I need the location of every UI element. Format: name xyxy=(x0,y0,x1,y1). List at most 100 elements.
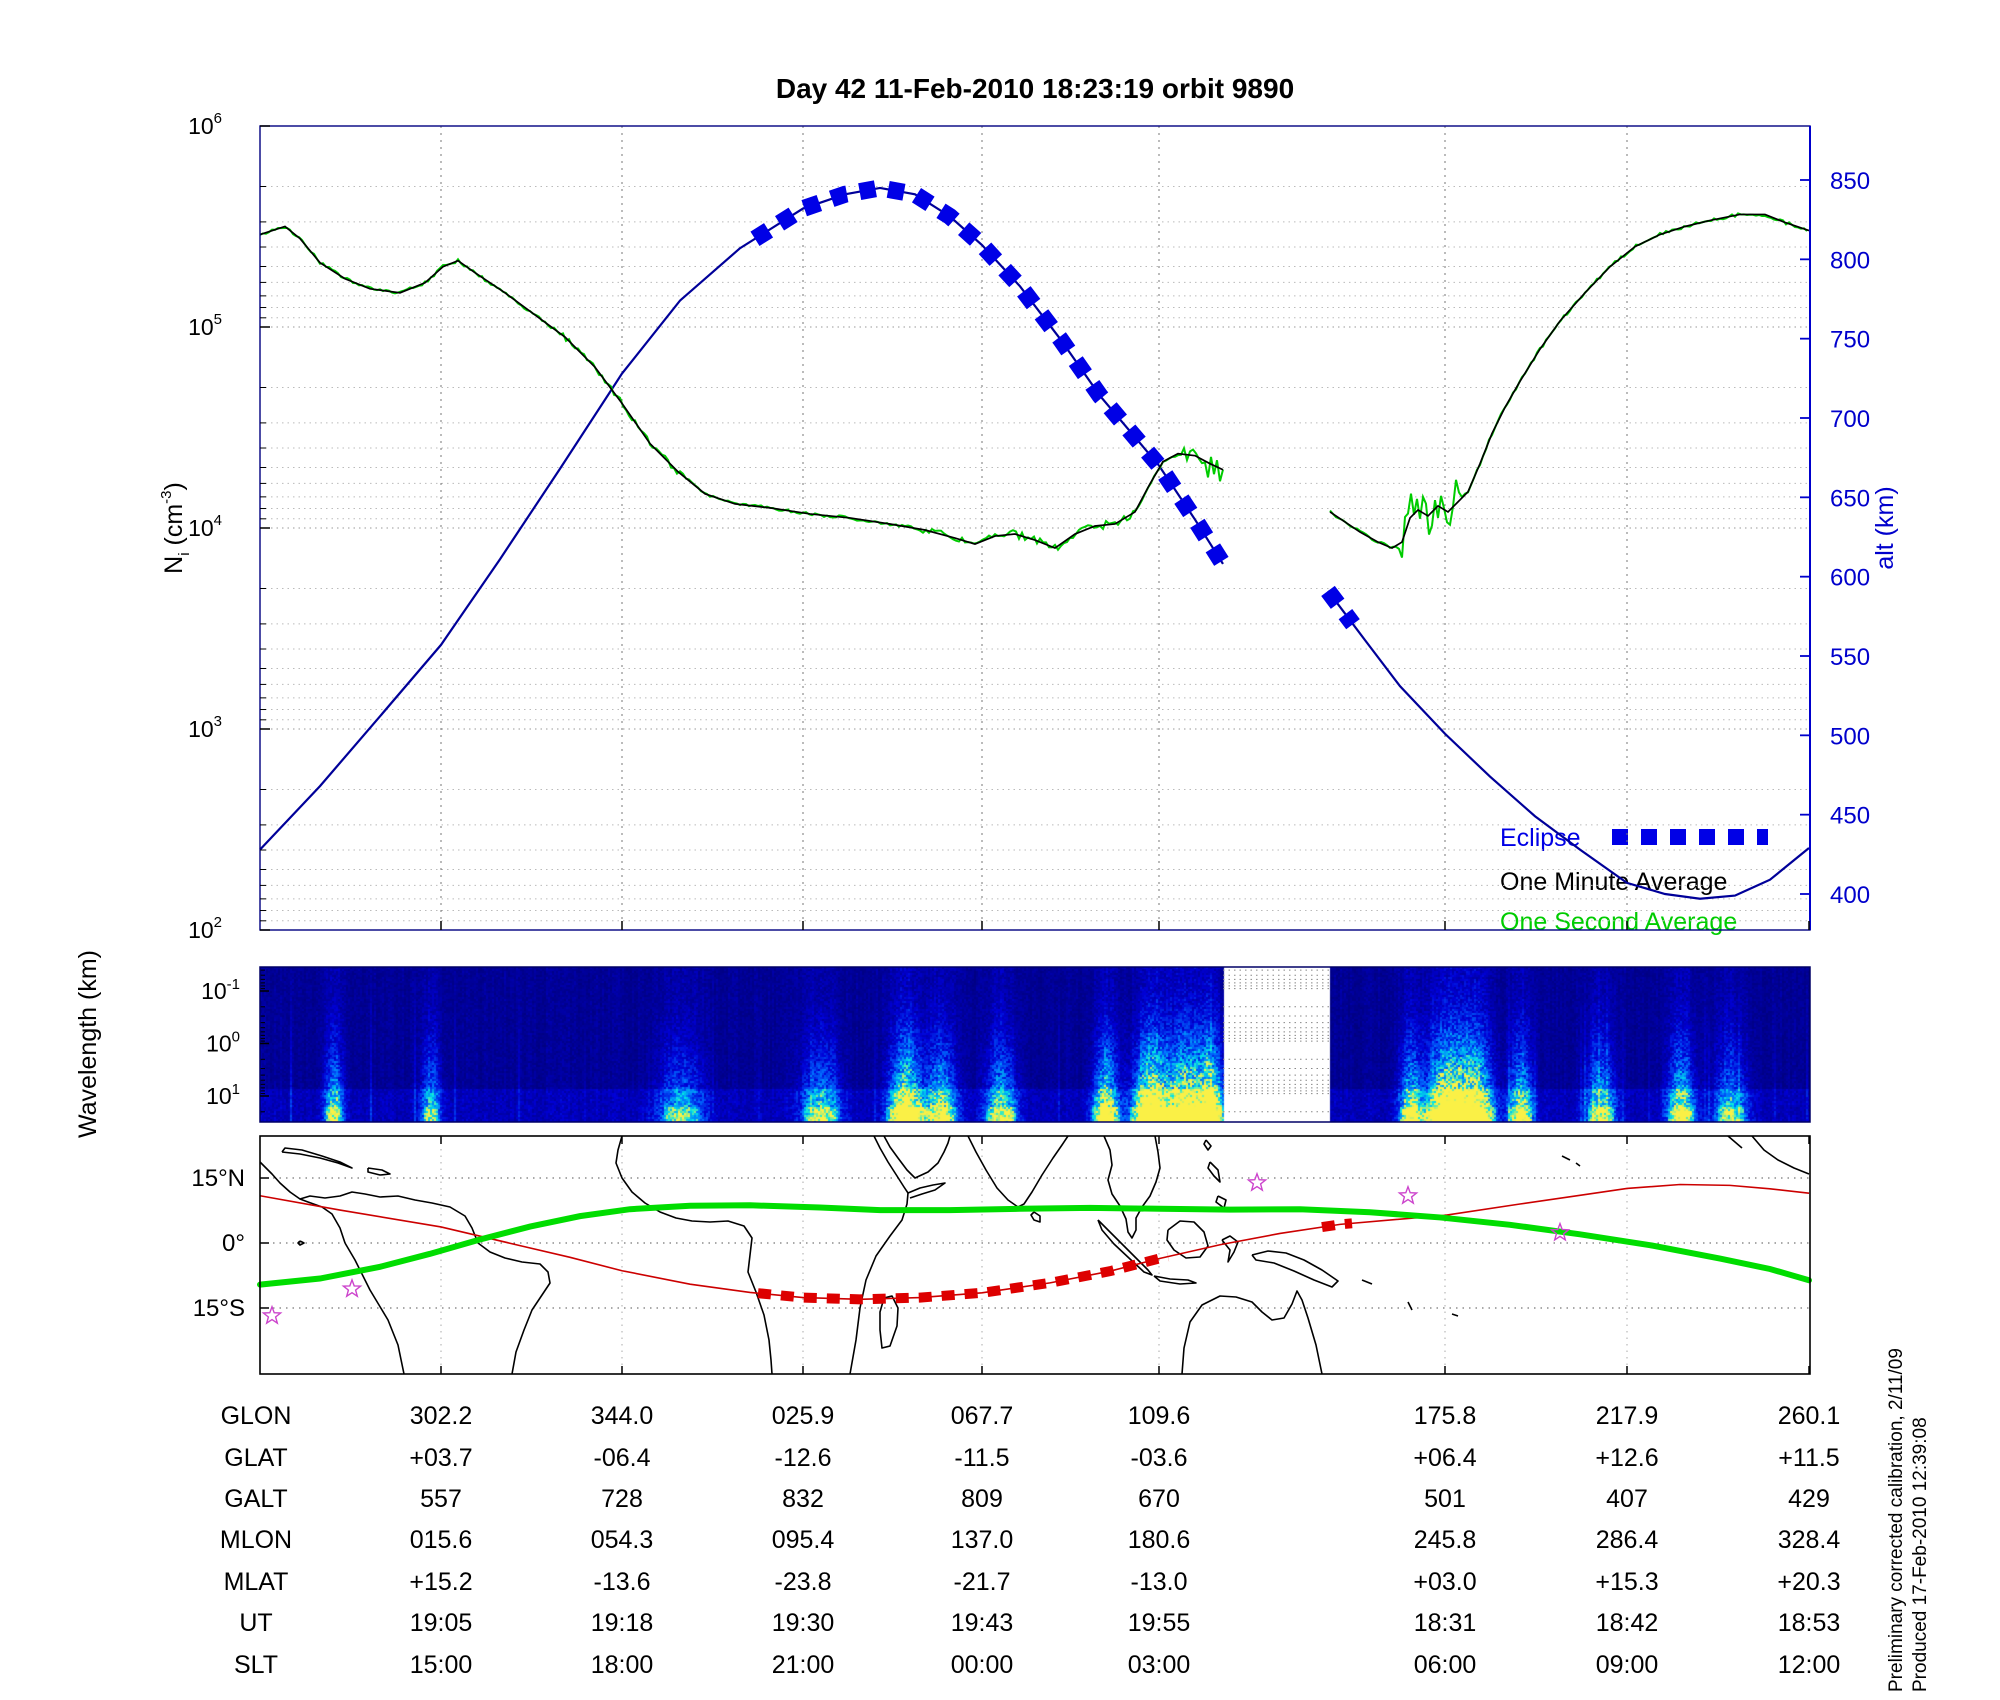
map-lat-15s: 15°S xyxy=(193,1295,245,1322)
table-row-label: GLAT xyxy=(224,1444,287,1472)
table-cell: 286.4 xyxy=(1596,1526,1659,1554)
wavelength-tick-label: 101 xyxy=(206,1081,240,1109)
table-cell: -11.5 xyxy=(954,1444,1009,1472)
alt-tick-label: 650 xyxy=(1830,485,1870,512)
one-second-average-curve xyxy=(259,226,1224,552)
one-minute-average-curve xyxy=(259,225,1224,550)
table-cell: 03:00 xyxy=(1128,1651,1191,1679)
coastline xyxy=(1207,1161,1221,1183)
table-row-label: UT xyxy=(239,1609,272,1637)
coastline xyxy=(281,1147,353,1169)
table-cell: 180.6 xyxy=(1128,1526,1191,1554)
density-axis-label: Ni (cm-3) xyxy=(158,482,193,574)
one-minute-average-curve xyxy=(1329,213,1810,550)
table-cell: -13.0 xyxy=(1131,1568,1188,1596)
density-tick-label: 103 xyxy=(188,713,222,742)
table-cell: 728 xyxy=(601,1485,643,1513)
legend-eclipse-label: Eclipse xyxy=(1500,824,1581,852)
table-row-label: GALT xyxy=(224,1485,287,1513)
density-tick-label: 104 xyxy=(188,512,222,541)
eclipse-dashed-segment xyxy=(750,179,1231,569)
table-cell: -12.6 xyxy=(775,1444,832,1472)
table-cell: 19:30 xyxy=(772,1609,835,1637)
table-cell: 302.2 xyxy=(410,1402,473,1430)
coastline xyxy=(879,1295,899,1349)
table-cell: +12.6 xyxy=(1595,1444,1658,1472)
spectrogram-border xyxy=(259,966,1811,1123)
table-row-label: SLT xyxy=(234,1651,278,1679)
coastline xyxy=(1097,1219,1153,1276)
table-cell: 18:00 xyxy=(591,1651,654,1679)
coastline xyxy=(1451,1313,1459,1317)
table-cell: 18:31 xyxy=(1414,1609,1477,1637)
table-cell: -23.8 xyxy=(775,1568,832,1596)
magnetic-equator-track xyxy=(257,1202,1812,1288)
table-cell: -13.6 xyxy=(594,1568,651,1596)
eclipse-ground-track xyxy=(1321,1218,1353,1233)
table-cell: 025.9 xyxy=(772,1402,835,1430)
table-cell: +20.3 xyxy=(1777,1568,1840,1596)
table-cell: +03.0 xyxy=(1413,1568,1476,1596)
table-cell: 19:55 xyxy=(1128,1609,1191,1637)
table-cell: 501 xyxy=(1424,1485,1466,1513)
table-cell: 557 xyxy=(420,1485,462,1513)
table-cell: 670 xyxy=(1138,1485,1180,1513)
table-row-label: GLON xyxy=(221,1402,292,1430)
coastline xyxy=(259,1161,301,1200)
map-border xyxy=(259,1135,1811,1375)
coastline xyxy=(1030,1211,1041,1223)
eclipse-dashed-segment xyxy=(1321,585,1360,630)
table-cell: 175.8 xyxy=(1414,1402,1477,1430)
table-cell: -03.6 xyxy=(1131,1444,1188,1472)
top-panel-curves xyxy=(259,179,1810,900)
coastline xyxy=(1103,1135,1161,1239)
table-cell: 00:00 xyxy=(951,1651,1014,1679)
alt-tick-label: 750 xyxy=(1830,327,1870,354)
top-panel-axes: 106 105 104 103 102 850 800 750 700 650 600 550 500 4… xyxy=(188,110,1870,943)
alt-tick-label: 800 xyxy=(1830,247,1870,274)
coastline xyxy=(1407,1301,1413,1311)
wavelength-axis-label: Wavelength (km) xyxy=(74,950,102,1138)
table-cell: -06.4 xyxy=(594,1444,651,1472)
table-cell: -21.7 xyxy=(954,1568,1011,1596)
wavelength-tick-label: 100 xyxy=(206,1029,240,1057)
coastline xyxy=(1575,1162,1581,1167)
table-cell: 109.6 xyxy=(1128,1402,1191,1430)
one-second-average-curve xyxy=(1329,212,1808,558)
coastline xyxy=(1221,1235,1239,1263)
table-cell: 19:18 xyxy=(591,1609,654,1637)
coastline xyxy=(1203,1139,1212,1151)
table-cell: 18:42 xyxy=(1596,1609,1659,1637)
table-cell: 217.9 xyxy=(1596,1402,1659,1430)
table-cell: 19:05 xyxy=(410,1609,473,1637)
coastline xyxy=(299,1191,551,1375)
legend-second-label: One Second Average xyxy=(1500,908,1737,936)
page-title: Day 42 11-Feb-2010 18:23:19 orbit 9890 xyxy=(776,73,1294,104)
coastline xyxy=(883,1135,951,1179)
alt-tick-label: 550 xyxy=(1830,644,1870,671)
coastline xyxy=(344,1242,405,1375)
coastline xyxy=(1166,1220,1209,1259)
coastline xyxy=(1251,1250,1339,1288)
table-cell: +15.3 xyxy=(1595,1568,1658,1596)
coastline xyxy=(967,1135,1069,1208)
coastline xyxy=(1751,1135,1810,1175)
legend: Eclipse One Minute Average One Second Av… xyxy=(1500,824,1768,936)
alt-tick-label: 400 xyxy=(1830,882,1870,909)
map-lat-0: 0° xyxy=(222,1230,245,1257)
spectrogram-heatmap xyxy=(260,967,1810,1122)
table-cell: 21:00 xyxy=(772,1651,835,1679)
table-row-label: MLAT xyxy=(224,1568,289,1596)
coastline xyxy=(1361,1279,1373,1285)
table-cell: 832 xyxy=(782,1485,824,1513)
star-marker xyxy=(1246,1171,1268,1192)
table-row-label: MLON xyxy=(220,1526,292,1554)
ephemeris-table: GLON 302.2 344.0 025.9 067.7 109.6 175.8 217.9 2… xyxy=(220,1402,1841,1679)
map-lat-15n: 15°N xyxy=(191,1165,245,1192)
table-cell: 015.6 xyxy=(410,1526,473,1554)
coastline xyxy=(1153,1275,1197,1285)
altitude-curve xyxy=(1327,590,1810,900)
coastline xyxy=(907,1182,946,1199)
table-cell: 06:00 xyxy=(1414,1651,1477,1679)
coastline xyxy=(849,1192,909,1375)
